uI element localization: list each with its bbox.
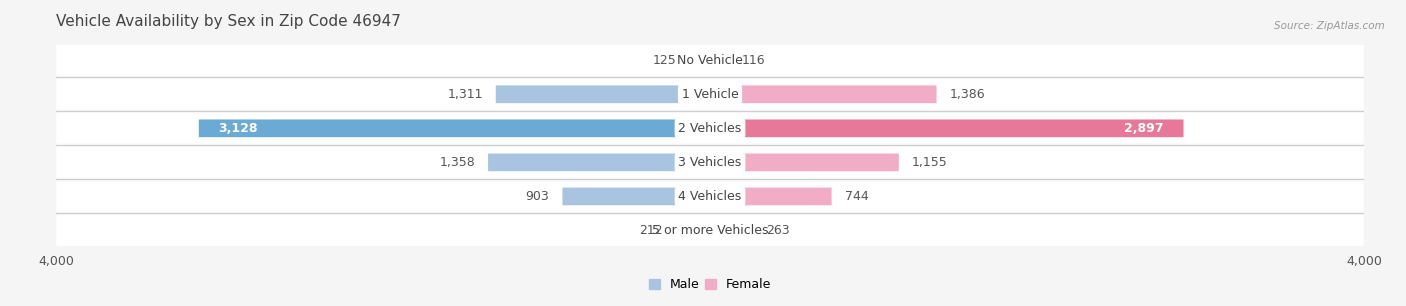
Text: 1,311: 1,311	[447, 88, 482, 101]
FancyBboxPatch shape	[496, 85, 710, 103]
Text: 1,358: 1,358	[439, 156, 475, 169]
FancyBboxPatch shape	[562, 188, 710, 205]
Text: 125: 125	[652, 54, 676, 67]
Text: 3 Vehicles: 3 Vehicles	[679, 156, 741, 169]
Text: No Vehicle: No Vehicle	[678, 54, 742, 67]
FancyBboxPatch shape	[56, 181, 1364, 212]
Text: Source: ZipAtlas.com: Source: ZipAtlas.com	[1274, 21, 1385, 32]
FancyBboxPatch shape	[56, 215, 1364, 246]
Text: 5 or more Vehicles: 5 or more Vehicles	[652, 224, 768, 237]
Text: 1,155: 1,155	[912, 156, 948, 169]
Text: 2,897: 2,897	[1125, 122, 1164, 135]
Text: 212: 212	[638, 224, 662, 237]
Text: 1,386: 1,386	[949, 88, 986, 101]
Text: 2 Vehicles: 2 Vehicles	[679, 122, 741, 135]
FancyBboxPatch shape	[56, 147, 1364, 178]
FancyBboxPatch shape	[710, 85, 936, 103]
Text: 116: 116	[742, 54, 766, 67]
FancyBboxPatch shape	[198, 119, 710, 137]
FancyBboxPatch shape	[710, 222, 754, 239]
FancyBboxPatch shape	[488, 154, 710, 171]
FancyBboxPatch shape	[689, 51, 710, 69]
FancyBboxPatch shape	[56, 79, 1364, 110]
FancyBboxPatch shape	[56, 113, 1364, 144]
FancyBboxPatch shape	[710, 154, 898, 171]
FancyBboxPatch shape	[675, 222, 710, 239]
Text: Vehicle Availability by Sex in Zip Code 46947: Vehicle Availability by Sex in Zip Code …	[56, 14, 401, 29]
Text: 1 Vehicle: 1 Vehicle	[682, 88, 738, 101]
FancyBboxPatch shape	[56, 45, 1364, 76]
Text: 4 Vehicles: 4 Vehicles	[679, 190, 741, 203]
Text: 263: 263	[766, 224, 790, 237]
FancyBboxPatch shape	[710, 188, 831, 205]
Text: 744: 744	[845, 190, 869, 203]
Legend: Male, Female: Male, Female	[648, 278, 772, 291]
FancyBboxPatch shape	[710, 119, 1184, 137]
Text: 3,128: 3,128	[218, 122, 257, 135]
FancyBboxPatch shape	[710, 51, 728, 69]
Text: 903: 903	[526, 190, 550, 203]
